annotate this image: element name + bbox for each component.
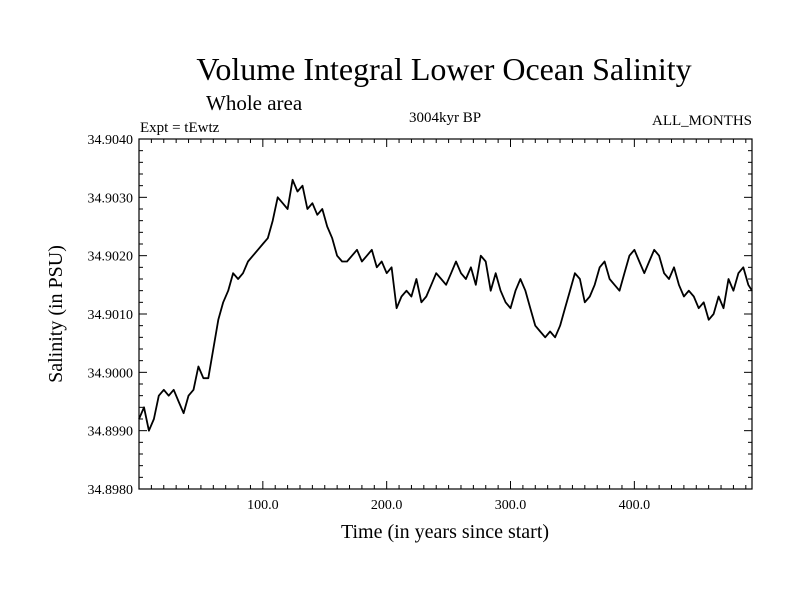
x-tick-label: 400.0 xyxy=(619,498,651,513)
chart-title: Volume Integral Lower Ocean Salinity xyxy=(196,51,691,87)
x-tick-labels: 100.0 200.0 300.0 400.0 xyxy=(247,498,650,513)
x-tick-label: 100.0 xyxy=(247,498,279,513)
x-axis-label: Time (in years since start) xyxy=(341,521,549,543)
y-tick-label: 34.8990 xyxy=(88,425,134,440)
y-tick-label: 34.9030 xyxy=(88,191,134,206)
y-tick-label: 34.9020 xyxy=(88,250,134,265)
x-tick-label: 200.0 xyxy=(371,498,403,513)
y-axis-label: Salinity (in PSU) xyxy=(45,245,67,383)
plot-frame xyxy=(138,138,753,490)
axis-ticks xyxy=(139,139,752,489)
months-label: ALL_MONTHS xyxy=(652,113,752,129)
series-line-salinity xyxy=(138,178,753,432)
experiment-label: Expt = tEwtz xyxy=(140,120,220,136)
y-tick-label: 34.9000 xyxy=(88,366,134,381)
y-tick-label: 34.9010 xyxy=(88,308,134,323)
chart-subtitle: Whole area xyxy=(206,91,303,115)
y-tick-label: 34.9040 xyxy=(88,133,134,148)
period-label: 3004kyr BP xyxy=(409,110,481,126)
y-tick-label: 34.8980 xyxy=(88,483,134,498)
x-tick-label: 300.0 xyxy=(495,498,527,513)
y-tick-labels: 34.8980 34.8990 34.9000 34.9010 34.9020 34.90… xyxy=(88,133,134,498)
